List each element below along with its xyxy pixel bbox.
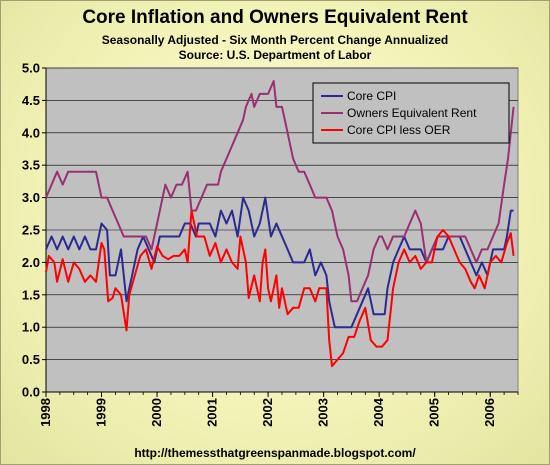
- footer-url: http://themessthatgreenspanmade.blogspot…: [134, 446, 416, 460]
- chart-title: Core Inflation and Owners Equivalent Ren…: [82, 7, 468, 28]
- x-tick-label: 2000: [149, 398, 164, 427]
- x-tick-label: 1999: [94, 398, 109, 427]
- legend: Core CPI Owners Equivalent Rent Core CPI l…: [312, 82, 510, 144]
- series-lines: [45, 80, 515, 368]
- chart-subtitle: Seasonally Adjusted - Six Month Percent …: [101, 33, 449, 47]
- legend-label: Owners Equivalent Rent: [347, 106, 477, 120]
- y-tick-label: 1.5: [22, 287, 40, 302]
- y-tick-label: 0.5: [22, 352, 40, 367]
- legend-label: Core CPI: [347, 89, 396, 103]
- x-tick-label: 2006: [482, 398, 497, 427]
- axes: 0.0 0.5 1.0 1.5 2.0 2.5 3.0 3.5 4.0 4.5 5.0 1998 199…: [22, 61, 519, 427]
- x-tick-label: 2005: [427, 398, 442, 427]
- x-tick-label: 2003: [316, 398, 331, 427]
- y-tick-label: 2.5: [22, 223, 40, 238]
- x-tick-label: 2004: [371, 397, 386, 427]
- series-line-3: [45, 209, 515, 368]
- y-tick-label: 5.0: [22, 61, 40, 76]
- legend-box: [312, 82, 510, 144]
- series-line-2: [45, 80, 515, 303]
- x-tick-label: 2002: [260, 398, 275, 427]
- y-tick-label: 4.0: [22, 125, 40, 140]
- y-tick-label: 1.0: [22, 320, 40, 335]
- y-tick-label: 0.0: [22, 385, 40, 400]
- chart-source: Source: U.S. Department of Labor: [178, 48, 372, 62]
- legend-label: Core CPI less OER: [347, 123, 451, 137]
- y-tick-label: 4.5: [22, 93, 40, 108]
- x-tick-label: 1998: [38, 398, 53, 427]
- series-line-1: [45, 196, 514, 329]
- y-tick-label: 2.0: [22, 255, 40, 270]
- y-tick-label: 3.5: [22, 158, 40, 173]
- x-tick-label: 2001: [205, 398, 220, 427]
- y-tick-label: 3.0: [22, 190, 40, 205]
